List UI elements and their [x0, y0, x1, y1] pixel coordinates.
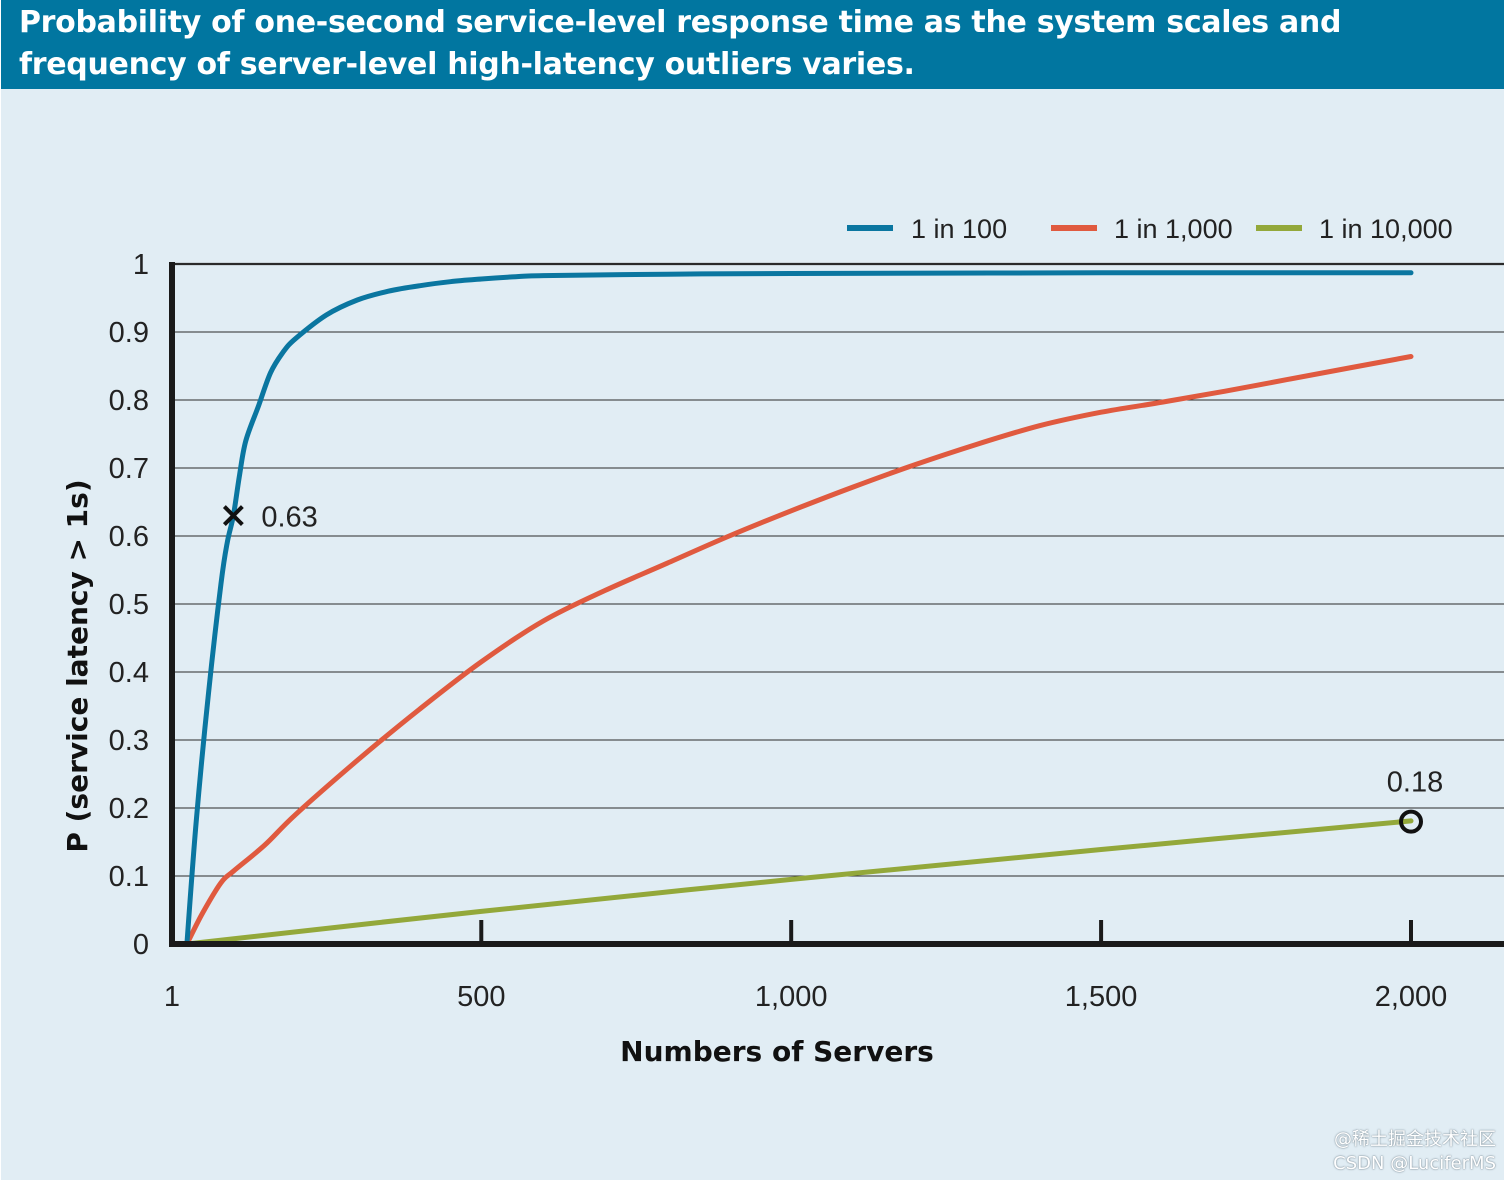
- y-tick-label: 0.3: [109, 725, 149, 757]
- y-tick-label: 0.6: [109, 521, 149, 553]
- series-line-1-in-100: [184, 270, 1414, 947]
- annotation-label: 0.63: [261, 502, 317, 534]
- y-tick-label: 1: [133, 249, 149, 281]
- series-lines: [184, 270, 1414, 947]
- x-marker-stroke: [222, 505, 244, 527]
- x-tick-label: 500: [457, 981, 505, 1013]
- legend: 1 in 100 1 in 1,000 1 in 10,000: [847, 214, 1453, 244]
- x-tick-label: 1,500: [1065, 981, 1138, 1013]
- x-tick-label: 1,000: [755, 981, 828, 1013]
- chart-header: Probability of one-second service-level …: [1, 0, 1504, 89]
- legend-label: 1 in 10,000: [1319, 214, 1453, 244]
- annotations: 0.63 0.18: [222, 502, 1443, 834]
- circle-marker: [1399, 809, 1423, 834]
- annotation-label: 0.18: [1387, 767, 1443, 799]
- x-tick-label: 1: [164, 981, 180, 1013]
- x-marker: [222, 505, 244, 527]
- y-tick-label: 0.4: [109, 657, 149, 689]
- chart-title: Probability of one-second service-level …: [19, 5, 1342, 82]
- x-axis-title: Numbers of Servers: [620, 1035, 934, 1068]
- y-tick-label: 0.2: [109, 793, 149, 825]
- y-tick-label: 0.5: [109, 589, 149, 621]
- watermark-line-1: @稀土掘金技术社区: [1334, 1129, 1496, 1150]
- y-tick-label: 0.9: [109, 317, 149, 349]
- legend-label: 1 in 1,000: [1114, 214, 1233, 244]
- watermark-line-2: CSDN @LuciferMS: [1333, 1153, 1496, 1174]
- axes: [169, 262, 1504, 947]
- watermark: @稀土掘金技术社区 CSDN @LuciferMS: [1333, 1128, 1496, 1176]
- y-tick-label: 0.1: [109, 861, 149, 893]
- y-tick-label: 0.7: [109, 453, 149, 485]
- series-line-1-in-10-000: [184, 818, 1414, 947]
- grid-lines: [172, 262, 1504, 877]
- y-axis-title: P (service latency > 1s): [61, 479, 94, 852]
- tick-labels: 0 0.1 0.2 0.3 0.4 0.5 0.6 0.7 0.8 0.9 1 1 500 1,000 1,…: [109, 249, 1448, 1013]
- x-tick-label: 2,000: [1375, 981, 1448, 1013]
- series-line-1-in-1-000: [184, 354, 1414, 947]
- y-tick-label: 0.8: [109, 385, 149, 417]
- legend-label: 1 in 100: [911, 214, 1007, 244]
- y-tick-label: 0: [133, 929, 149, 961]
